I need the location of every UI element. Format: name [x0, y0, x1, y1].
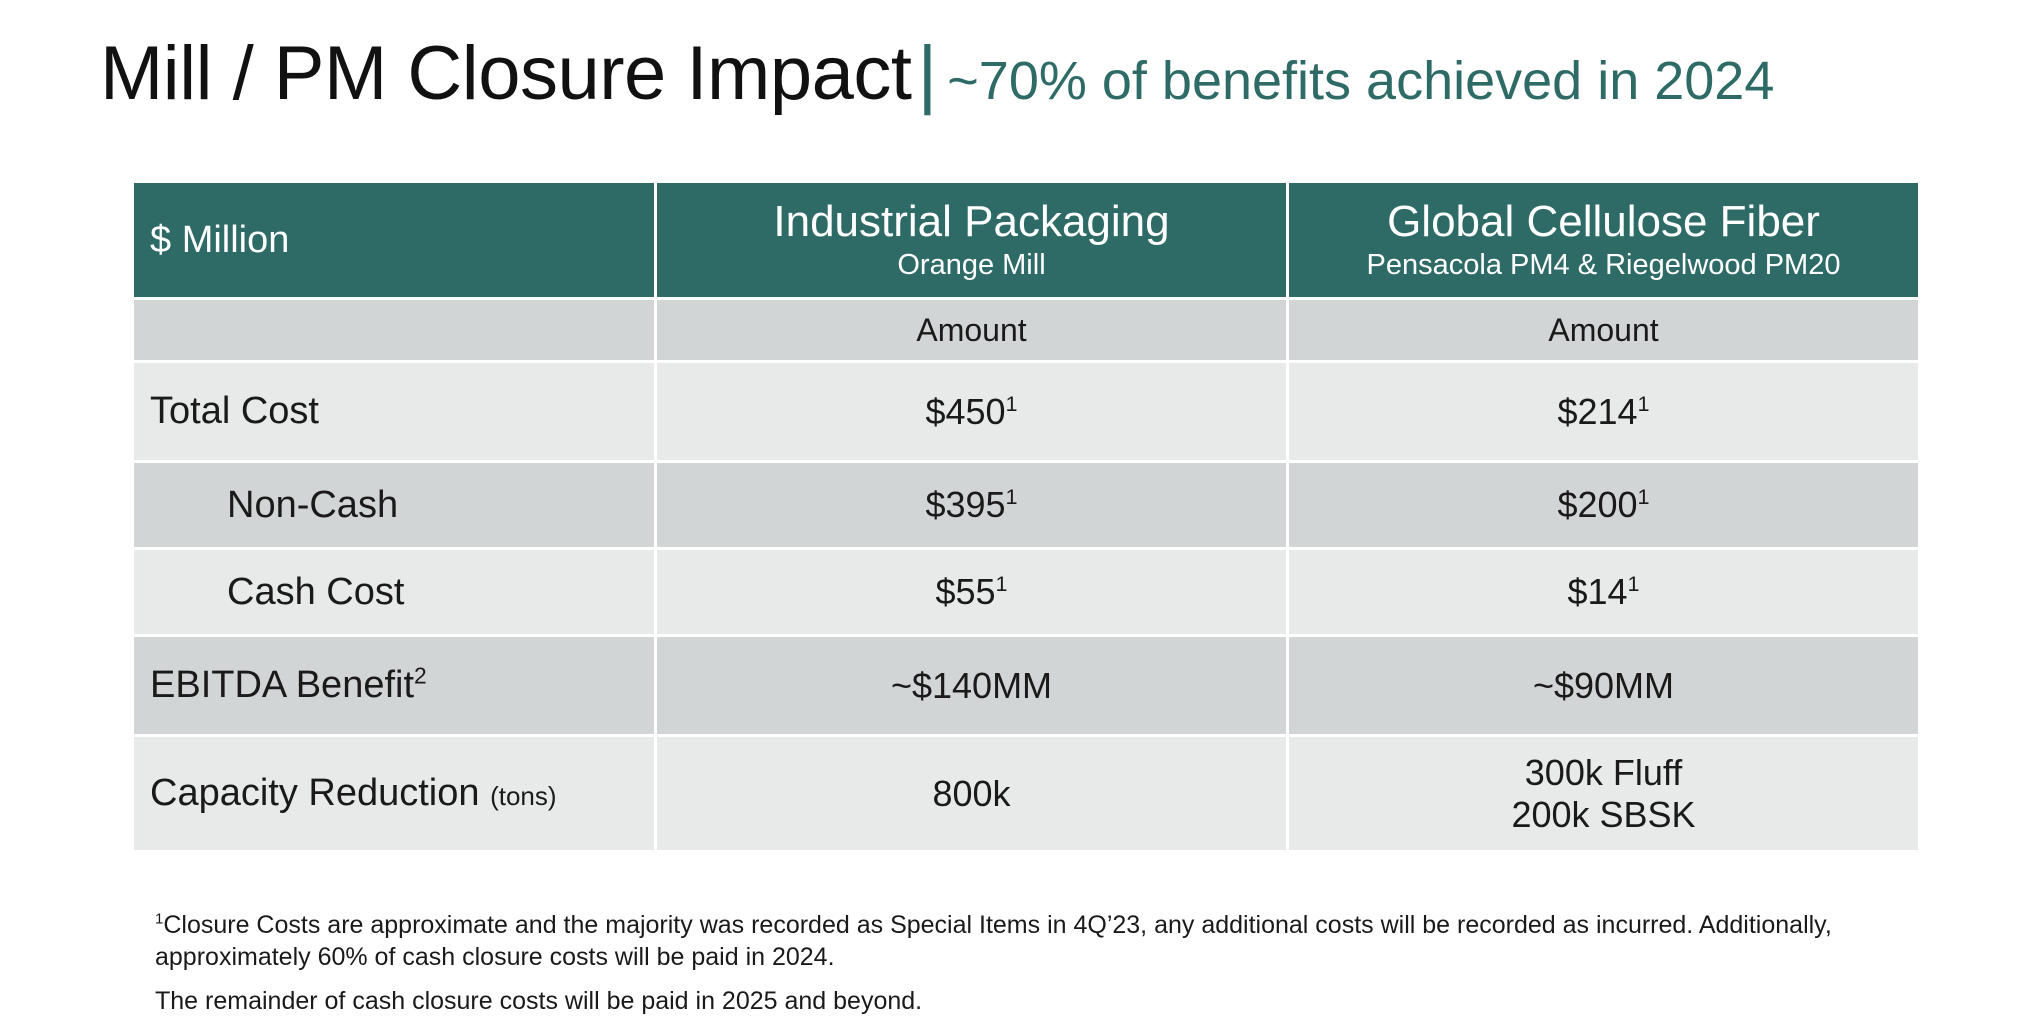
- row-label: Cash Cost: [131, 547, 657, 637]
- cell-value: $4501: [654, 360, 1289, 463]
- title-separator: |: [917, 31, 938, 116]
- header-col1-subtitle: Orange Mill: [897, 249, 1046, 281]
- cell-value: $551: [654, 547, 1289, 637]
- footnotes: 1Closure Costs are approximate and the m…: [155, 909, 1955, 1029]
- cell-value: 300k Fluff 200k SBSK: [1286, 734, 1921, 853]
- footnote-2: The remainder of cash closure costs will…: [155, 987, 923, 1015]
- table-row-cash-cost: Cash Cost $551 $141: [131, 547, 1921, 637]
- row-label: Non-Cash: [131, 460, 657, 550]
- subheader-empty: [131, 297, 657, 363]
- cell-value: $2001: [1286, 460, 1921, 550]
- row-label: Total Cost: [131, 360, 657, 463]
- cell-value: 800k: [654, 734, 1289, 853]
- cell-value: ~$90MM: [1286, 634, 1921, 737]
- table-subheader-row: Amount Amount: [131, 297, 1921, 363]
- header-industrial-packaging: Industrial Packaging Orange Mill: [654, 180, 1289, 300]
- unit-label: (tons): [490, 781, 557, 811]
- header-col1-title: Industrial Packaging: [773, 197, 1170, 246]
- table-row-non-cash: Non-Cash $3951 $2001: [131, 460, 1921, 550]
- row-label: Capacity Reduction (tons): [131, 734, 657, 853]
- footnote-marker: 1: [1005, 484, 1018, 509]
- header-global-cellulose-fiber: Global Cellulose Fiber Pensacola PM4 & R…: [1286, 180, 1921, 300]
- title-main: Mill / PM Closure Impact: [100, 31, 912, 116]
- row-label: EBITDA Benefit2: [131, 634, 657, 737]
- footnote-marker: 1: [1637, 484, 1650, 509]
- cell-value: ~$140MM: [654, 634, 1289, 737]
- footnote-marker: 1: [1627, 571, 1640, 596]
- footnote-marker: 1: [995, 571, 1008, 596]
- subheader-col1: Amount: [654, 297, 1289, 363]
- cell-line: 200k SBSK: [1511, 793, 1696, 835]
- subheader-col2: Amount: [1286, 297, 1921, 363]
- footnote-marker: 1: [155, 910, 164, 928]
- table-header-row: $ Million Industrial Packaging Orange Mi…: [131, 180, 1921, 300]
- table-row-total-cost: Total Cost $4501 $2141: [131, 360, 1921, 463]
- header-row-label: $ Million: [131, 180, 657, 300]
- table-row-capacity-reduction: Capacity Reduction (tons) 800k 300k Fluf…: [131, 734, 1921, 853]
- table-row-ebitda-benefit: EBITDA Benefit2 ~$140MM ~$90MM: [131, 634, 1921, 737]
- cell-value: $141: [1286, 547, 1921, 637]
- footnote-marker: 2: [414, 662, 427, 689]
- cell-value: $3951: [654, 460, 1289, 550]
- header-col2-subtitle: Pensacola PM4 & Riegelwood PM20: [1366, 249, 1841, 281]
- footnote-1: 1Closure Costs are approximate and the m…: [155, 910, 1832, 971]
- closure-impact-table: $ Million Industrial Packaging Orange Mi…: [131, 180, 1921, 853]
- footnote-marker: 1: [1005, 390, 1018, 416]
- page-title: Mill / PM Closure Impact| ~70% of benefit…: [100, 30, 1774, 117]
- cell-value: $2141: [1286, 360, 1921, 463]
- header-col2-title: Global Cellulose Fiber: [1387, 197, 1820, 246]
- footnote-marker: 1: [1637, 390, 1650, 416]
- cell-line: 300k Fluff: [1524, 751, 1683, 793]
- title-subtitle: ~70% of benefits achieved in 2024: [947, 51, 1775, 111]
